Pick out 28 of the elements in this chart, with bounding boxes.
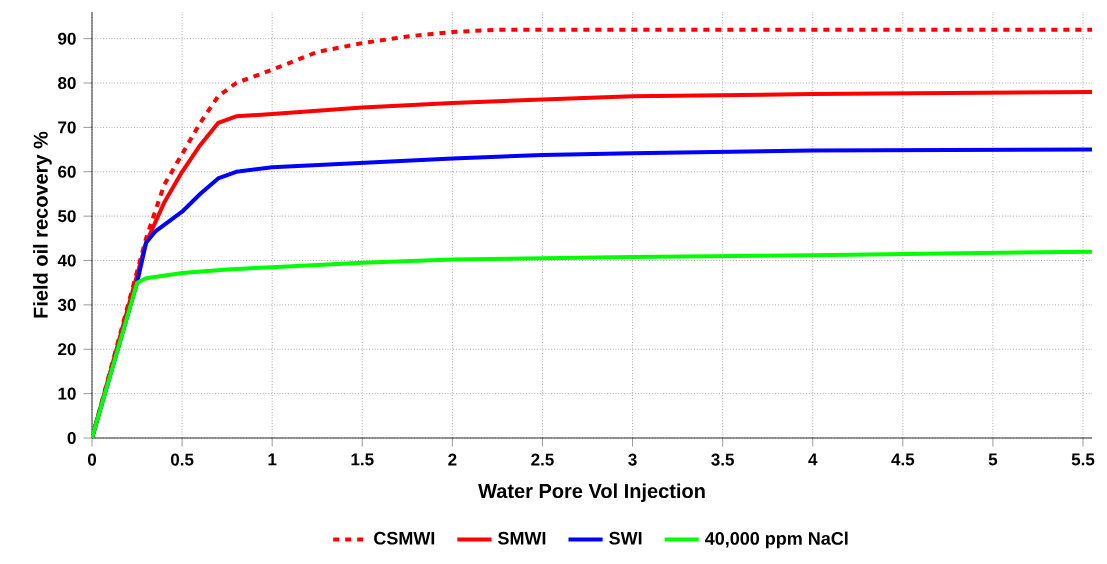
y-tick-label: 80 (58, 77, 76, 90)
x-axis-title: Water Pore Vol Injection (478, 483, 705, 503)
y-tick-label: 40 (57, 254, 76, 267)
y-tick-label: 60 (58, 165, 76, 178)
y-tick-label: 20 (58, 343, 76, 356)
y-tick-label: 70 (58, 121, 76, 134)
x-tick-label: 5 (988, 453, 998, 466)
y-tick-label: 50 (58, 210, 76, 223)
x-tick-label: 4.5 (891, 453, 915, 466)
x-tick-label: 5.5 (1071, 453, 1095, 466)
x-tick-label: 0.5 (170, 453, 194, 466)
y-tick-label: 10 (58, 387, 76, 400)
legend-label: SWI (609, 531, 642, 545)
x-tick-label: 4 (808, 453, 818, 466)
y-tick-label: 90 (58, 32, 76, 45)
y-tick-label: 0 (67, 432, 76, 445)
y-tick-label: 30 (57, 298, 76, 311)
legend-label: SMWI (498, 531, 546, 545)
x-tick-label: 3 (628, 453, 637, 466)
x-tick-label: 3.5 (711, 453, 734, 466)
x-tick-label: 1.5 (351, 453, 374, 466)
legend-label: CSMWI (374, 531, 435, 545)
legend-label: 40,000 ppm NaCl (705, 531, 848, 549)
x-tick-label: 2.5 (531, 453, 554, 466)
x-tick-label: 2 (448, 453, 457, 466)
x-tick-label: 1 (268, 453, 277, 466)
y-axis-title: Field oil recovery % (33, 131, 52, 318)
x-tick-label: 0 (87, 453, 97, 466)
